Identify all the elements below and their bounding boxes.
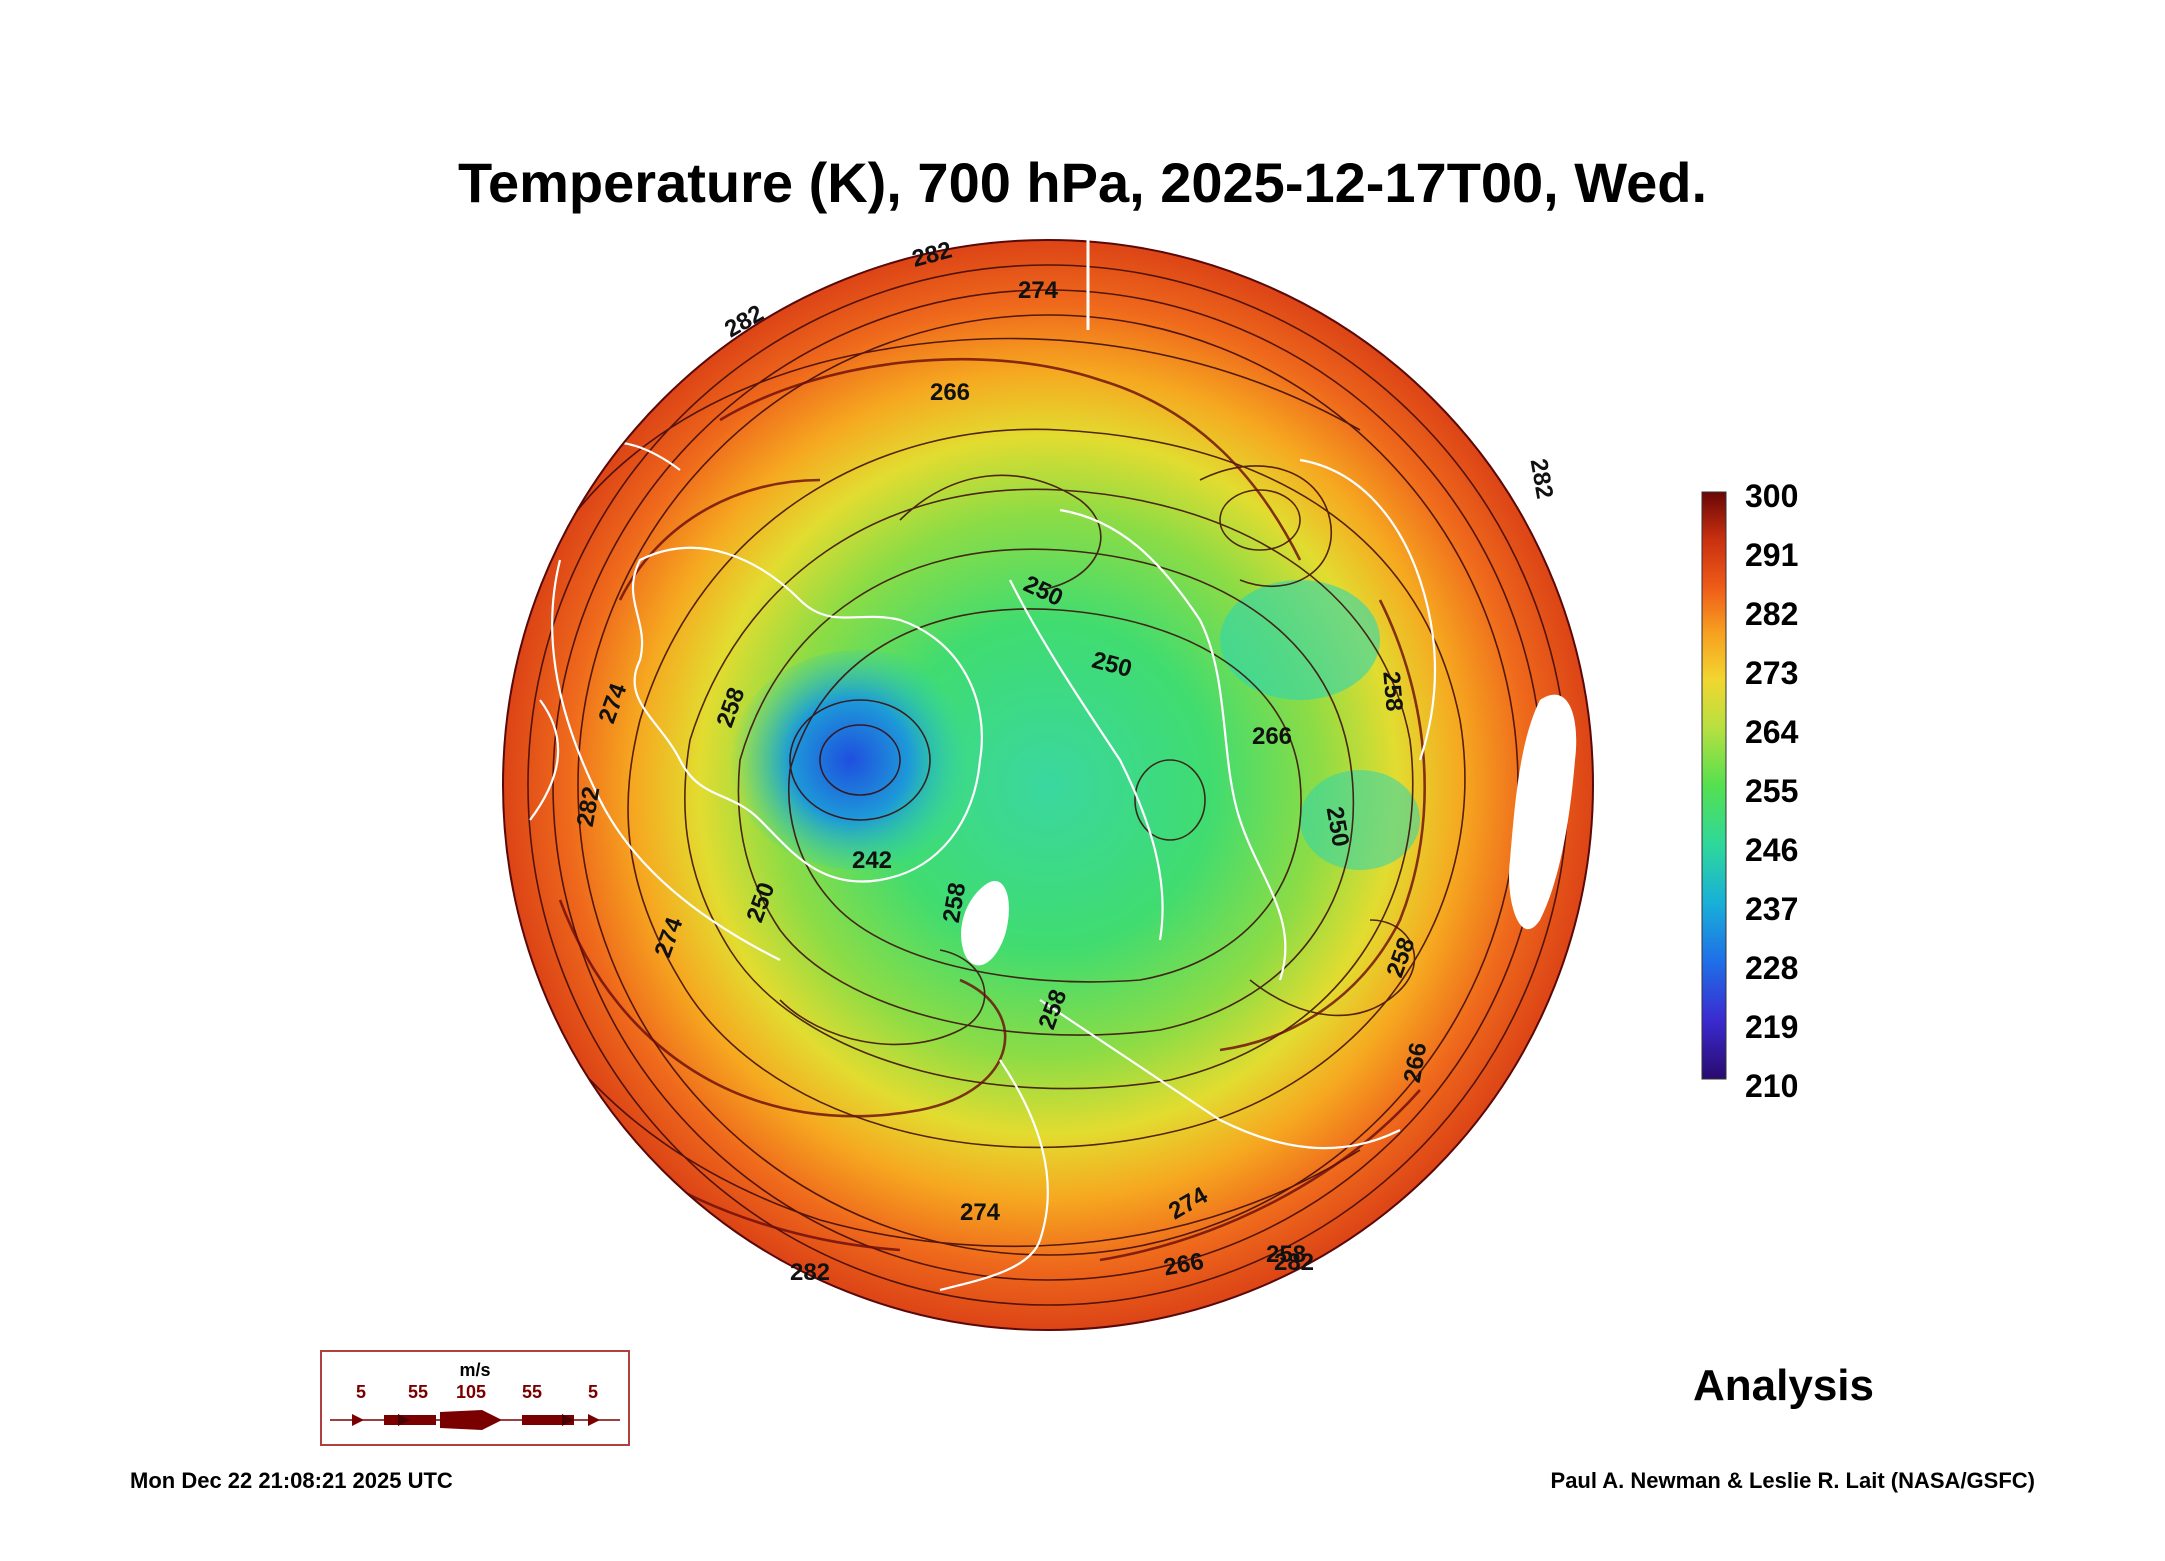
credit: Paul A. Newman & Leslie R. Lait (NASA/GS… xyxy=(1550,1468,2035,1493)
contour-value-label: 282 xyxy=(1525,457,1559,501)
colorbar-tick-label: 273 xyxy=(1745,655,1799,691)
colorbar-tick-label: 246 xyxy=(1745,832,1799,868)
wind-value: 5 xyxy=(588,1382,599,1402)
wind-value: 55 xyxy=(522,1382,543,1402)
colorbar-tick-label: 237 xyxy=(1745,891,1799,927)
data-gap-east xyxy=(1509,694,1577,930)
colorbar xyxy=(1701,491,1727,1080)
contour-value-label: 282 xyxy=(1274,1249,1314,1276)
coastlines xyxy=(529,440,1437,1292)
wind-arrow-scale xyxy=(330,1410,620,1430)
contour-value-label: 282 xyxy=(790,1259,830,1286)
colorbar-tick-label: 282 xyxy=(1745,596,1799,632)
contour-value-label: 266 xyxy=(1252,723,1292,750)
colorbar-tick-label: 291 xyxy=(1745,537,1799,573)
contour-value-label: 266 xyxy=(930,379,970,406)
chart-title: Temperature (K), 700 hPa, 2025-12-17T00,… xyxy=(457,151,1708,214)
colorbar-tick-label: 219 xyxy=(1745,1009,1799,1045)
contour-value-label: 258 xyxy=(1266,1241,1306,1268)
colorbar-tick-label: 264 xyxy=(1745,714,1799,750)
wind-unit: m/s xyxy=(459,1360,491,1380)
cold-pool-greenland xyxy=(730,650,990,870)
wind-legend: m/s 5 55 105 55 5 xyxy=(320,1350,630,1446)
colorbar-tick-label: 210 xyxy=(1745,1068,1799,1104)
wind-value: 55 xyxy=(408,1382,429,1402)
cold-pool-east xyxy=(1300,770,1420,870)
colorbar-tick-label: 255 xyxy=(1745,773,1799,809)
wind-value: 5 xyxy=(356,1382,367,1402)
colorbar-tick-label: 228 xyxy=(1745,950,1799,986)
colorbar-tick-label: 300 xyxy=(1745,478,1799,514)
analysis-label: Analysis xyxy=(1693,1361,1874,1410)
contour-value-label: 258 xyxy=(1377,670,1407,712)
timestamp: Mon Dec 22 21:08:21 2025 UTC xyxy=(130,1468,453,1493)
contour-value-label: 274 xyxy=(1018,277,1059,304)
data-gap-center xyxy=(961,881,1009,966)
temperature-field xyxy=(503,240,1593,1330)
wind-value: 105 xyxy=(456,1382,487,1402)
contour-value-label: 242 xyxy=(852,847,892,874)
contour-value-label: 274 xyxy=(960,1199,1001,1226)
map-border xyxy=(502,239,1594,1331)
wind-streamlines xyxy=(538,357,1426,1262)
cold-pool-siberia xyxy=(1220,580,1380,700)
